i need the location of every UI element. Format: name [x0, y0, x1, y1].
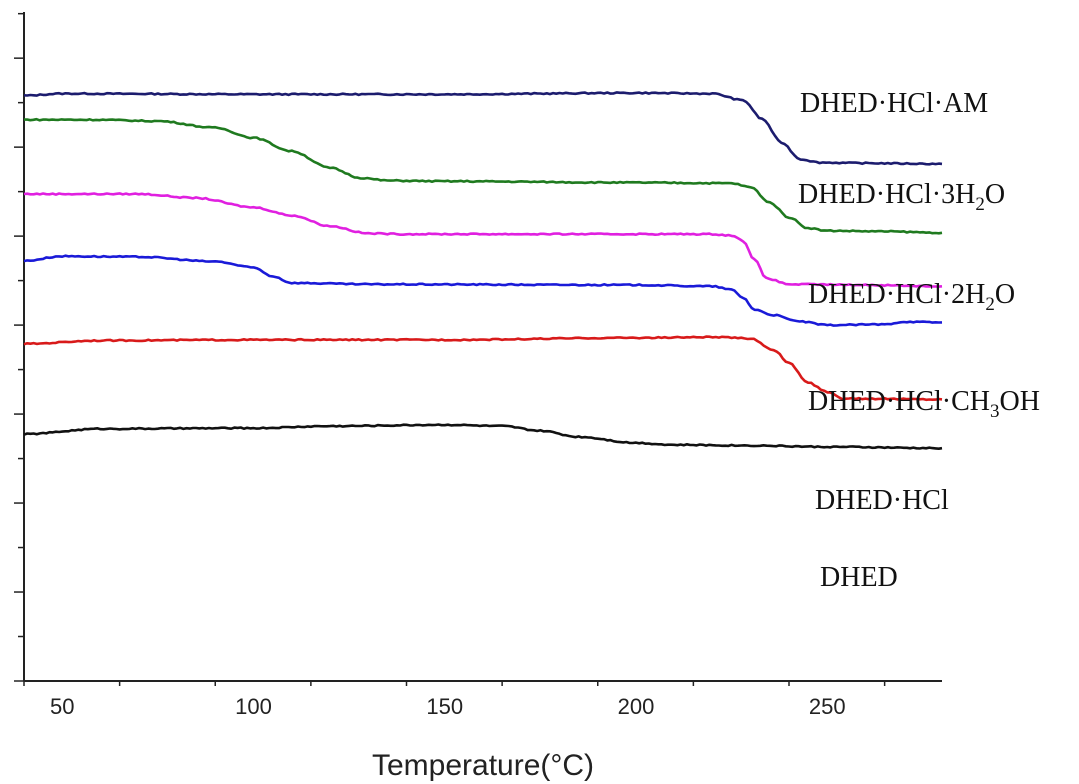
x-tick-label: 50 — [50, 694, 74, 719]
series-line — [23, 117, 943, 235]
x-tick-label: 250 — [809, 694, 846, 719]
series-label: DHED·HCl — [815, 485, 949, 516]
series-line — [23, 423, 943, 450]
x-tick-label: 100 — [235, 694, 272, 719]
series-label: DHED — [820, 562, 898, 593]
series-labels: DHED·HCl·AM DHED·HCl·3H2O DHED·HCl·2H2O DHE… — [798, 88, 1040, 593]
series-label: DHED·HCl·2H2O — [808, 279, 1015, 315]
series-lines — [23, 91, 943, 450]
x-tick-label: 150 — [426, 694, 463, 719]
y-axis-ticks — [14, 12, 24, 682]
series-label: DHED·HCl·3H2O — [798, 179, 1005, 215]
x-axis-title: Temperature(°C) — [372, 749, 594, 782]
series-label: DHED·HCl·AM — [800, 88, 988, 119]
series-line — [23, 91, 943, 166]
series-line — [23, 192, 943, 288]
x-axis-ticks: 50 100 150 200 250 — [23, 681, 886, 719]
x-tick-label: 200 — [618, 694, 655, 719]
series-line — [23, 335, 943, 402]
axes: 50 100 150 200 250 — [14, 12, 942, 719]
series-line — [23, 254, 943, 327]
series-label: DHED·HCl·CH3OH — [808, 386, 1040, 422]
